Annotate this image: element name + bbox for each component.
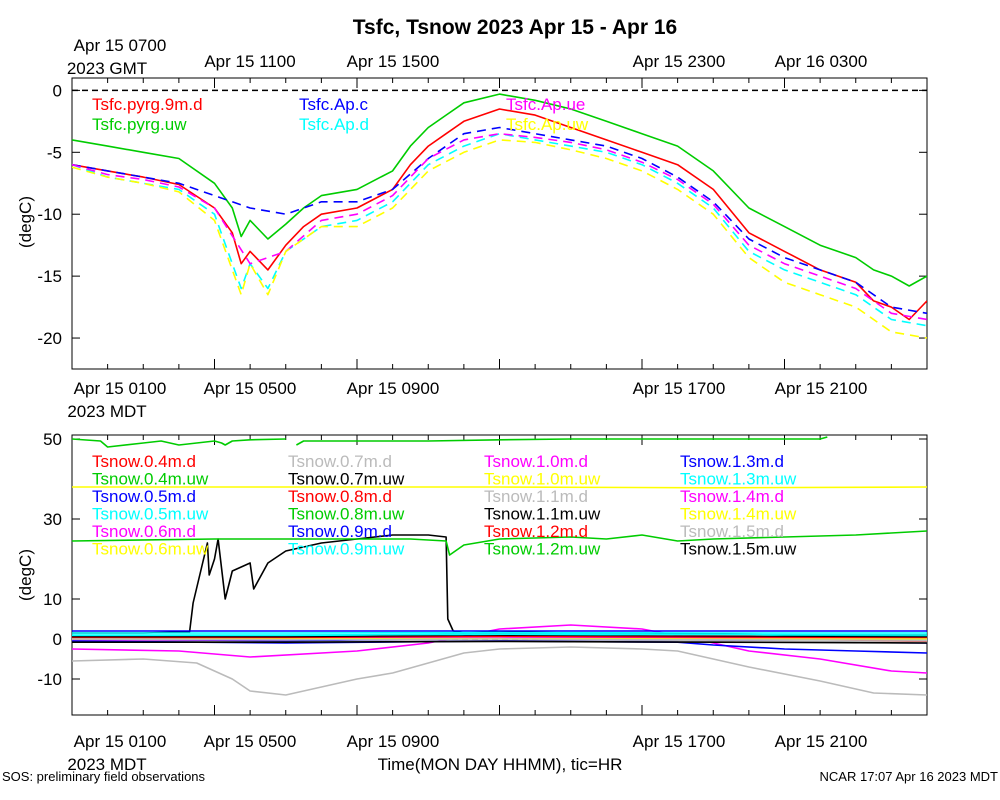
tsnow-panel: 5030100-10Tsnow.0.4m.dTsnow.0.4m.uwTsnow… (37, 430, 928, 716)
series-line-tsnow-0-7m-d (72, 646, 927, 696)
series-line-tsfc-ap-c (72, 126, 927, 315)
series-line-tsnow-0-4m-uw (72, 438, 286, 448)
tsnow-y-tick-label: 10 (43, 590, 62, 609)
legend-tsnow-1-5m-d: Tsnow.1.5m.d (680, 522, 784, 541)
legend-tsnow-1-0m-d: Tsnow.1.0m.d (484, 452, 588, 471)
mdt-top-label-0900: Apr 15 0900 (347, 379, 440, 398)
series-line-tsnow-1-1m-uw (72, 634, 927, 638)
legend-tsnow-1-3m-d: Tsnow.1.3m.d (680, 452, 784, 471)
series-line-tsnow-0-6m-d (72, 624, 927, 674)
tsfc-y-tick-label: -20 (37, 329, 62, 348)
tsfc-y-tick-label: -15 (37, 267, 62, 286)
tsnow-y-tick-label: -10 (37, 670, 62, 689)
legend-tsnow-1-2m-d: Tsnow.1.2m.d (484, 522, 588, 541)
tsfc-y-tick-label: -10 (37, 205, 62, 224)
series-line-tsfc-ap-d (72, 132, 927, 327)
tsfc-series-group (72, 93, 927, 339)
legend-tsnow-1-1m-uw: Tsnow.1.1m.uw (484, 505, 601, 524)
x-axis-label: Time(MON DAY HHMM), tic=HR (378, 755, 623, 774)
mdt-top-label-0500: Apr 15 0500 (204, 379, 297, 398)
legend-tsfc-pyrg-uw: Tsfc.pyrg.uw (92, 115, 187, 134)
mdt-bottom-label-2100: Apr 15 2100 (775, 732, 868, 751)
series-line-tsnow-1-0m-uw (72, 486, 927, 489)
legend-tsnow-0-9m-d: Tsnow.0.9m.d (288, 522, 392, 541)
mdt-bottom-first-label-line2: 2023 MDT (67, 755, 146, 774)
legend-tsnow-1-0m-uw: Tsnow.1.0m.uw (484, 470, 601, 489)
top-panel-ylabel: (degC) (16, 196, 35, 248)
series-line-tsnow-1-5m-uw (72, 640, 927, 644)
legend-tsnow-0-7m-uw: Tsnow.0.7m.uw (288, 470, 405, 489)
bottom-panel-ylabel: (degC) (16, 549, 35, 601)
series-line-tsfc-pyrg-9m-d (72, 108, 927, 321)
series-line-tsnow-1-2m-uw (296, 436, 828, 446)
legend-tsnow-1-2m-uw: Tsnow.1.2m.uw (484, 540, 601, 559)
legend-tsnow-1-4m-uw: Tsnow.1.4m.uw (680, 505, 797, 524)
legend-tsnow-0-5m-uw: Tsnow.0.5m.uw (92, 505, 209, 524)
gmt-label-1100: Apr 15 1100 (204, 52, 295, 71)
legend-tsnow-0-8m-d: Tsnow.0.8m.d (288, 487, 392, 506)
legend-tsnow-0-6m-uw: Tsnow.0.6m.uw (92, 540, 209, 559)
legend-tsfc-ap-d: Tsfc.Ap.d (299, 115, 369, 134)
legend-tsnow-0-7m-d: Tsnow.0.7m.d (288, 452, 392, 471)
legend-tsnow-0-8m-uw: Tsnow.0.8m.uw (288, 505, 405, 524)
gmt-label-2300: Apr 15 2300 (633, 52, 726, 71)
legend-tsfc-ap-ue: Tsfc.Ap.ue (506, 95, 585, 114)
legend-tsnow-1-3m-uw: Tsnow.1.3m.uw (680, 470, 797, 489)
legend-tsnow-0-4m-d: Tsnow.0.4m.d (92, 452, 196, 471)
legend-tsfc-ap-uw: Tsfc.Ap.uw (506, 115, 589, 134)
legend-tsnow-0-9m-uw: Tsnow.0.9m.uw (288, 540, 405, 559)
gmt-first-label-line1: Apr 15 0700 (74, 36, 167, 55)
mdt-top-first-label-line2: 2023 MDT (67, 402, 146, 421)
series-line-tsnow-0-8m-uw (72, 530, 927, 556)
tsnow-y-tick-label: 50 (43, 430, 62, 449)
tsnow-series-group (72, 436, 927, 696)
legend-tsfc-pyrg-9m-d: Tsfc.pyrg.9m.d (92, 95, 203, 114)
legend-tsnow-1-4m-d: Tsnow.1.4m.d (680, 487, 784, 506)
legend-tsfc-ap-c: Tsfc.Ap.c (299, 95, 368, 114)
gmt-label-1500: Apr 15 1500 (347, 52, 440, 71)
gmt-first-label-line2: 2023 GMT (67, 59, 147, 78)
mdt-top-first-label-line1: Apr 15 0100 (74, 379, 167, 398)
tsnow-y-tick-label: 30 (43, 510, 62, 529)
legend-tsnow-1-5m-uw: Tsnow.1.5m.uw (680, 540, 797, 559)
mdt-top-label-2100: Apr 15 2100 (775, 379, 868, 398)
series-line-tsfc-pyrg-uw (72, 93, 927, 287)
mdt-bottom-label-0900: Apr 15 0900 (347, 732, 440, 751)
mdt-bottom-label-0500: Apr 15 0500 (204, 732, 297, 751)
legend-tsnow-1-1m-d: Tsnow.1.1m.d (484, 487, 588, 506)
legend-tsnow-0-4m-uw: Tsnow.0.4m.uw (92, 470, 209, 489)
tsfc-y-tick-label: -5 (47, 143, 62, 162)
mdt-bottom-first-label-line1: Apr 15 0100 (74, 732, 167, 751)
mdt-top-label-1700: Apr 15 1700 (633, 379, 726, 398)
footer-left-note: SOS: preliminary field observations (2, 769, 206, 784)
series-line-tsfc-ap-uw (72, 139, 927, 339)
tsfc-y-tick-label: 0 (53, 81, 62, 100)
series-line-tsnow-1-5m-d (72, 638, 927, 642)
gmt-label-0300: Apr 16 0300 (775, 52, 868, 71)
series-line-tsnow-1-3m-uw (72, 633, 927, 636)
footer-right-note: NCAR 17:07 Apr 16 2023 MDT (820, 769, 999, 784)
tsnow-y-tick-label: 0 (53, 630, 62, 649)
mdt-bottom-label-1700: Apr 15 1700 (633, 732, 726, 751)
legend-tsnow-0-5m-d: Tsnow.0.5m.d (92, 487, 196, 506)
chart-title: Tsfc, Tsnow 2023 Apr 15 - Apr 16 (353, 16, 677, 39)
series-line-tsfc-ap-ue (72, 132, 927, 321)
legend-tsnow-0-6m-d: Tsnow.0.6m.d (92, 522, 196, 541)
